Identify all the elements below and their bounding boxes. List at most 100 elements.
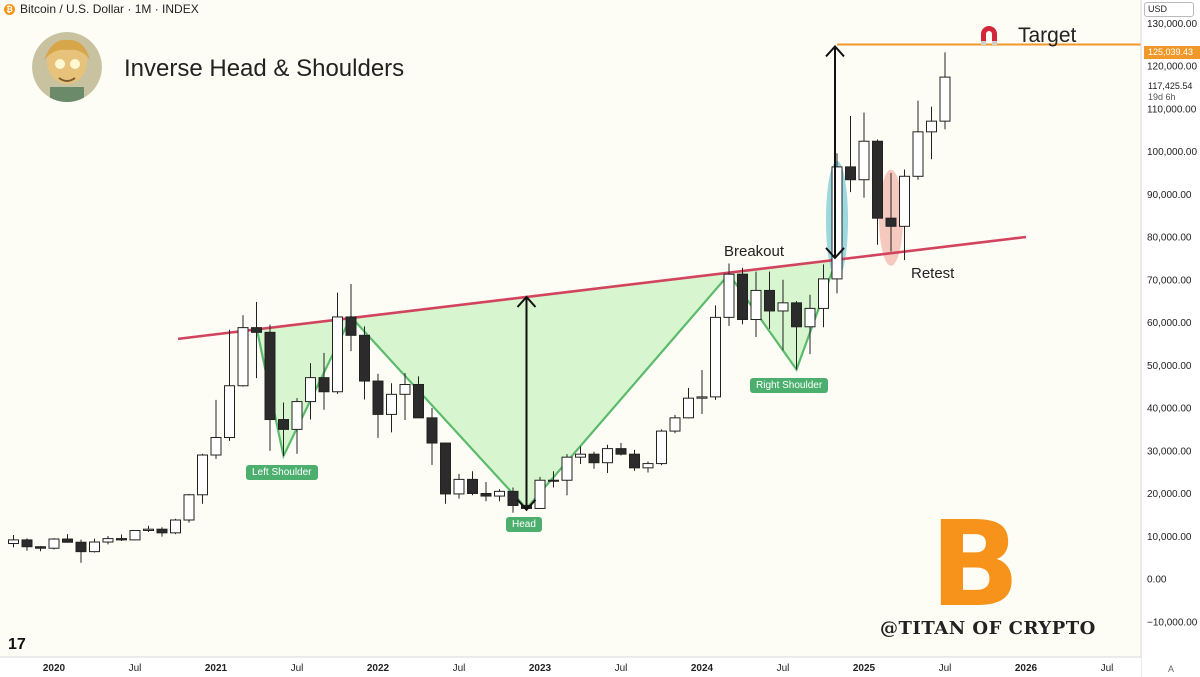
candle-body xyxy=(143,528,154,531)
tradingview-logo-icon[interactable]: 17 xyxy=(8,636,26,653)
candle xyxy=(291,398,303,454)
candle-body xyxy=(332,316,343,393)
neckline xyxy=(177,235,1027,341)
candle-body xyxy=(35,546,46,549)
candle xyxy=(399,372,411,420)
candle xyxy=(534,476,546,509)
currency-selector[interactable]: USD xyxy=(1144,2,1194,17)
candle xyxy=(156,527,168,537)
candle xyxy=(737,267,748,325)
candle xyxy=(602,444,613,473)
y-tick-label: 40,000.00 xyxy=(1147,404,1192,415)
candle xyxy=(548,471,559,488)
candle-body xyxy=(251,327,262,333)
candle xyxy=(777,279,789,351)
candle xyxy=(170,518,181,535)
right-shoulder-label: Right Shoulder xyxy=(750,378,829,393)
left-shoulder-label: Left Shoulder xyxy=(246,465,318,480)
candle xyxy=(75,539,87,563)
candle xyxy=(278,402,289,456)
candle xyxy=(183,493,195,523)
candle-body xyxy=(845,166,856,181)
candle xyxy=(224,329,235,441)
neckline-layer xyxy=(177,43,1141,341)
candle xyxy=(696,369,708,414)
candle xyxy=(791,301,802,370)
candle xyxy=(440,442,451,504)
candle xyxy=(764,271,775,329)
y-tick-label: 70,000.00 xyxy=(1147,275,1192,286)
candle xyxy=(251,301,262,379)
x-tick-label: Jul xyxy=(1101,663,1114,674)
y-tick-label: 0.00 xyxy=(1147,575,1167,586)
candle-body xyxy=(480,493,492,497)
x-tick-label: 2026 xyxy=(1015,663,1038,674)
candle xyxy=(683,387,694,419)
x-tick-label: 2022 xyxy=(367,663,390,674)
candle-body xyxy=(588,453,600,464)
candle-body xyxy=(116,538,127,541)
candle xyxy=(899,169,910,261)
candle-body xyxy=(21,539,33,548)
x-tick-label: 2024 xyxy=(691,663,714,674)
candle-body xyxy=(89,541,100,553)
symbol-header[interactable]: ₿ Bitcoin / U.S. Dollar · 1M · INDEX xyxy=(4,2,199,16)
candle xyxy=(345,284,357,352)
arrow-head-top xyxy=(825,44,845,58)
candle-body xyxy=(872,140,883,219)
candle xyxy=(453,473,465,499)
candle xyxy=(656,429,667,466)
candle xyxy=(359,326,370,400)
candle xyxy=(129,529,141,541)
target-projection-arrow xyxy=(825,44,845,260)
candle-body xyxy=(291,401,303,430)
target-label: Target xyxy=(1018,24,1077,47)
candle-body xyxy=(548,479,559,482)
candle-body xyxy=(791,302,802,328)
x-tick-label: Jul xyxy=(291,663,304,674)
candle-body xyxy=(494,490,505,497)
candle-body xyxy=(561,456,573,481)
candle-body xyxy=(602,448,613,464)
candle xyxy=(89,538,100,553)
candle xyxy=(62,534,73,543)
time-axis-bg xyxy=(0,657,1141,677)
x-tick-label: 2020 xyxy=(43,663,66,674)
y-tick-label: 10,000.00 xyxy=(1147,532,1192,543)
candle-countdown: 19d 6h xyxy=(1148,92,1176,102)
candle-body xyxy=(467,478,478,494)
candle xyxy=(926,106,937,160)
candle-body xyxy=(372,380,384,415)
candle-body xyxy=(912,131,924,177)
candle-body xyxy=(534,479,546,509)
y-tick-label: 110,000.00 xyxy=(1147,104,1197,115)
head-label: Head xyxy=(506,517,542,532)
candle xyxy=(8,534,19,548)
candle xyxy=(723,263,735,326)
candle-body xyxy=(305,377,316,403)
candle-body xyxy=(440,442,451,495)
candle xyxy=(858,112,870,198)
x-tick-label: 2023 xyxy=(529,663,552,674)
auto-scale-button[interactable]: A xyxy=(1168,664,1175,674)
y-tick-label: 100,000.00 xyxy=(1147,147,1197,158)
y-tick-label: 30,000.00 xyxy=(1147,446,1192,457)
candle xyxy=(197,453,208,504)
candle-body xyxy=(696,396,708,399)
candle-body xyxy=(102,538,114,543)
head-height-arrow xyxy=(516,295,537,512)
candle-body xyxy=(818,278,829,309)
candle-body xyxy=(359,334,370,382)
candle xyxy=(305,363,316,420)
candle-body xyxy=(629,453,640,469)
x-tick-label: Jul xyxy=(939,663,952,674)
candle xyxy=(912,100,924,180)
candle xyxy=(413,376,424,419)
candle xyxy=(372,373,384,438)
candle xyxy=(237,315,249,387)
candle-body xyxy=(197,454,208,496)
candle xyxy=(318,352,330,410)
candle-body xyxy=(413,383,424,419)
